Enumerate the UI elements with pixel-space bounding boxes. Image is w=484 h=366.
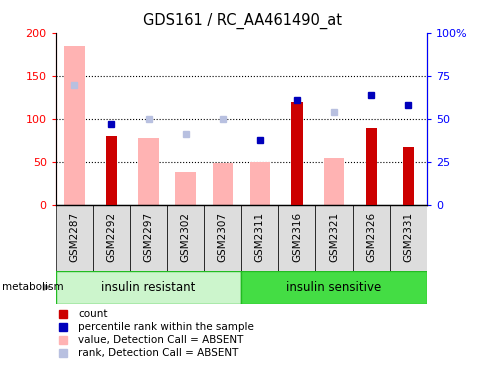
Text: insulin sensitive: insulin sensitive <box>286 281 381 294</box>
FancyBboxPatch shape <box>56 205 93 271</box>
Text: GSM2297: GSM2297 <box>143 212 153 262</box>
Text: metabolism: metabolism <box>2 282 64 292</box>
FancyBboxPatch shape <box>241 205 278 271</box>
Text: count: count <box>78 309 107 319</box>
FancyBboxPatch shape <box>56 271 241 304</box>
FancyBboxPatch shape <box>204 205 241 271</box>
Bar <box>138 138 158 205</box>
Bar <box>64 46 84 205</box>
Text: percentile rank within the sample: percentile rank within the sample <box>78 322 254 332</box>
Bar <box>365 128 376 205</box>
Bar <box>175 172 196 205</box>
Text: GSM2302: GSM2302 <box>180 212 190 262</box>
Text: GSM2307: GSM2307 <box>217 212 227 262</box>
Text: GSM2316: GSM2316 <box>291 212 302 262</box>
Bar <box>323 158 344 205</box>
FancyBboxPatch shape <box>166 205 204 271</box>
Text: GSM2326: GSM2326 <box>365 212 376 262</box>
FancyBboxPatch shape <box>352 205 389 271</box>
Text: GSM2292: GSM2292 <box>106 212 116 262</box>
FancyBboxPatch shape <box>315 205 352 271</box>
Text: GSM2331: GSM2331 <box>402 212 412 262</box>
Bar <box>291 102 302 205</box>
Text: GSM2321: GSM2321 <box>328 212 338 262</box>
Bar <box>402 147 413 205</box>
Text: insulin resistant: insulin resistant <box>101 281 196 294</box>
Text: value, Detection Call = ABSENT: value, Detection Call = ABSENT <box>78 335 243 345</box>
FancyBboxPatch shape <box>278 205 315 271</box>
FancyBboxPatch shape <box>130 205 166 271</box>
Bar <box>249 162 270 205</box>
Bar <box>106 136 117 205</box>
Text: GDS161 / RC_AA461490_at: GDS161 / RC_AA461490_at <box>143 13 341 29</box>
FancyBboxPatch shape <box>93 205 130 271</box>
Text: GSM2311: GSM2311 <box>254 212 264 262</box>
Bar <box>212 163 232 205</box>
FancyBboxPatch shape <box>241 271 426 304</box>
FancyBboxPatch shape <box>389 205 426 271</box>
Text: GSM2287: GSM2287 <box>69 212 79 262</box>
Text: rank, Detection Call = ABSENT: rank, Detection Call = ABSENT <box>78 348 238 358</box>
